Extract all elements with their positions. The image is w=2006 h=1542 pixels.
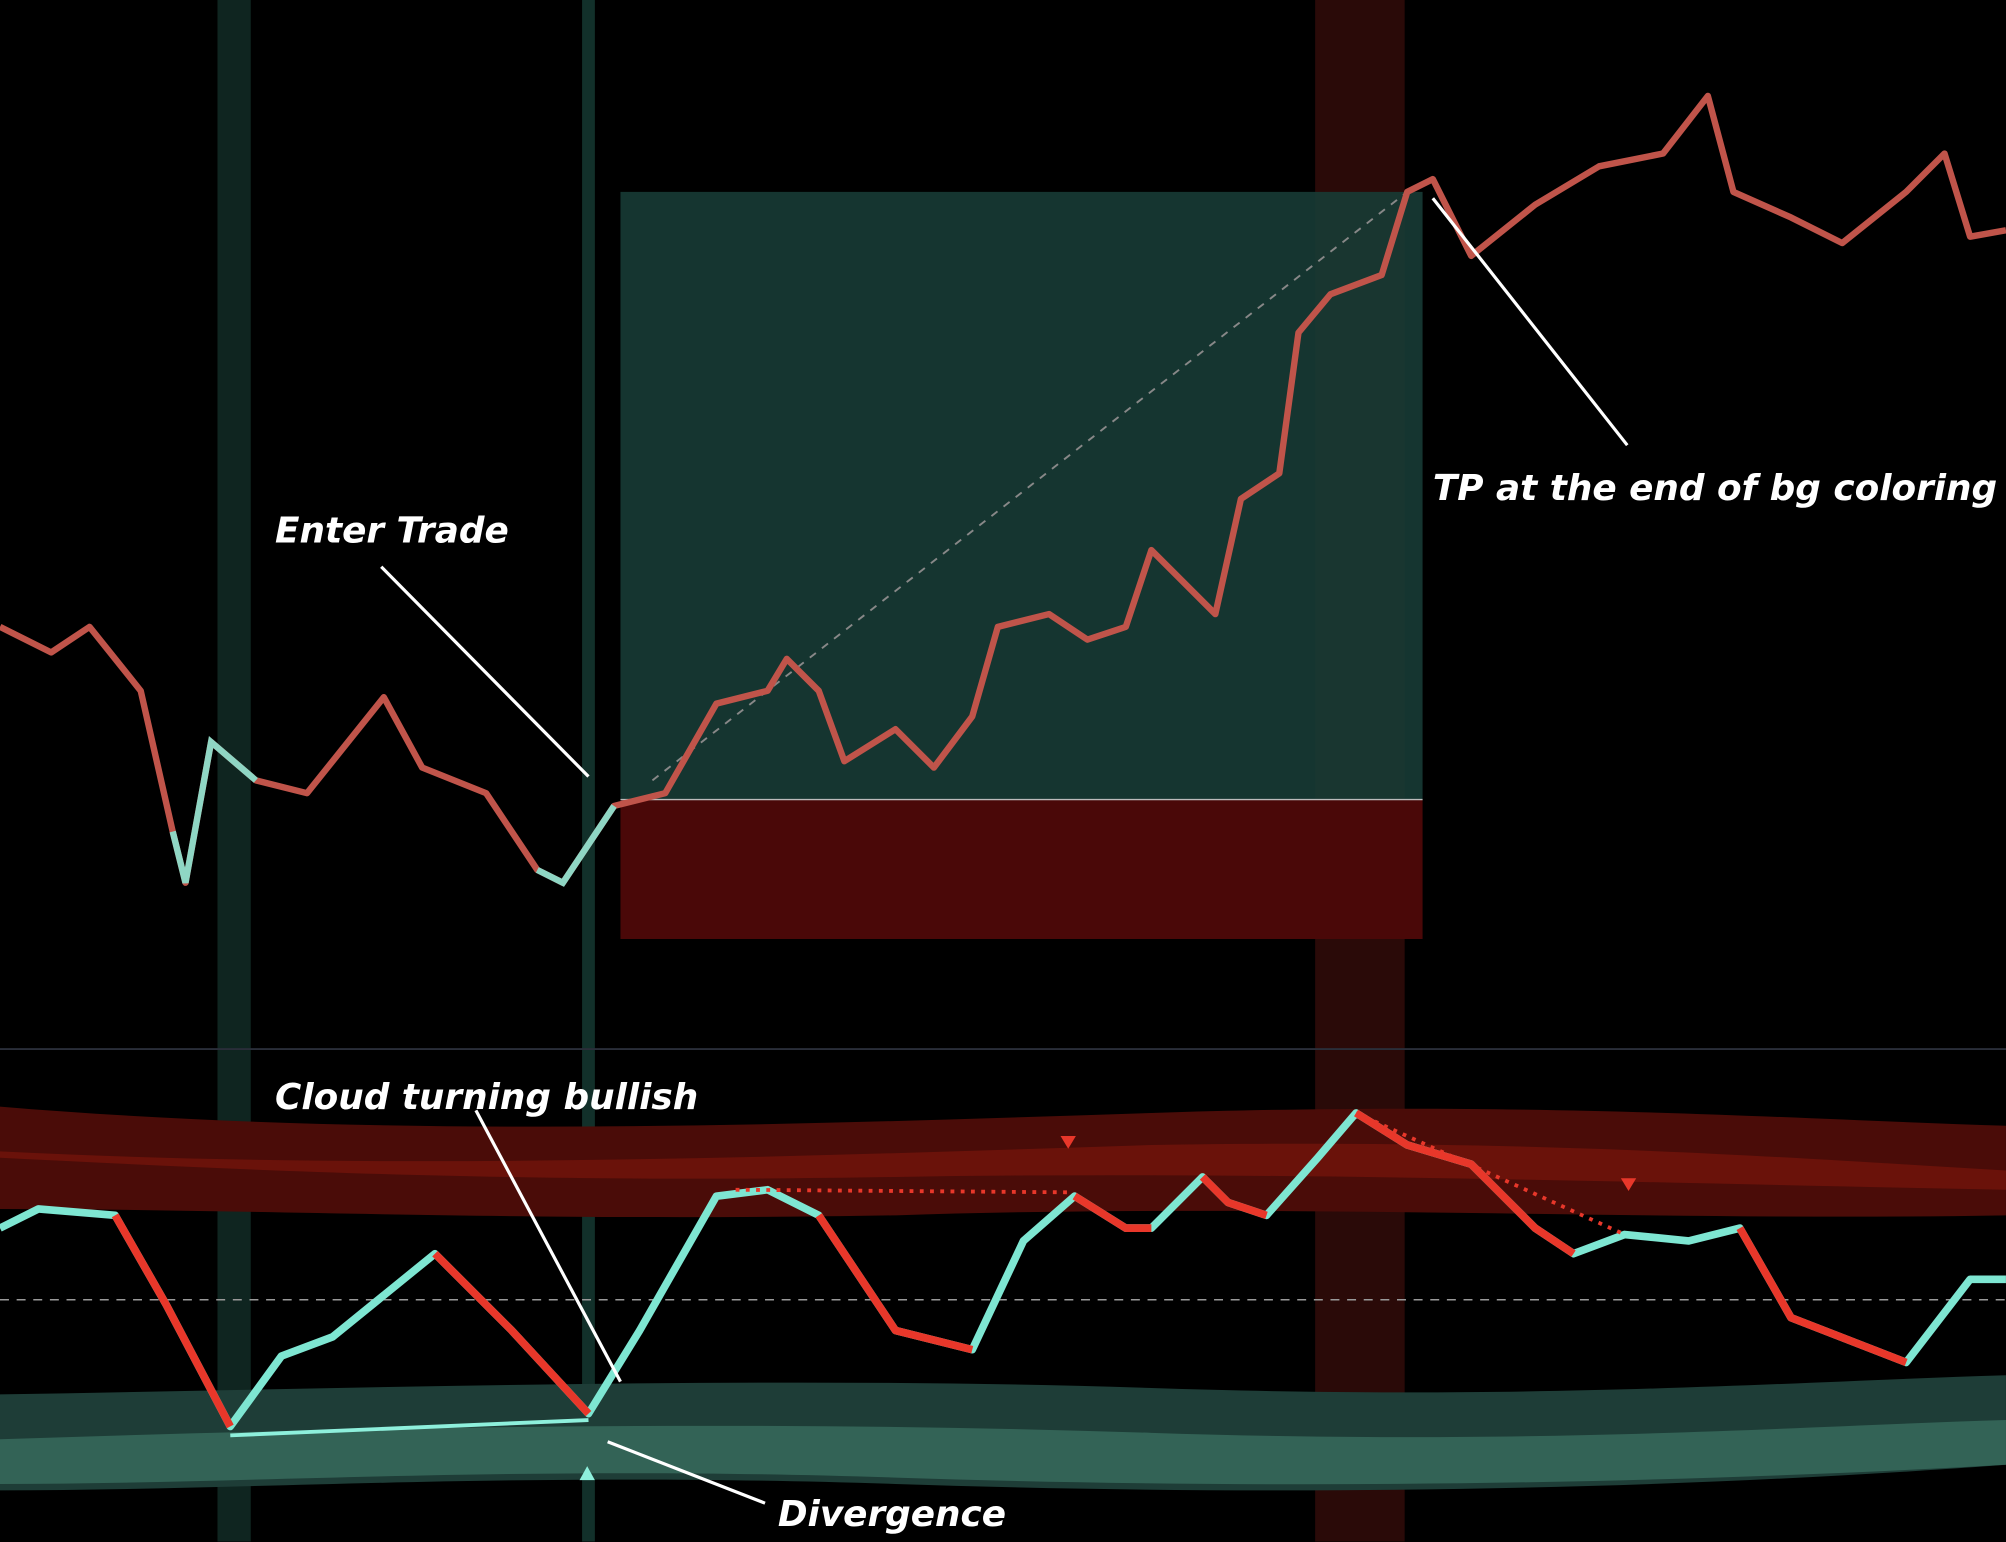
trade-path	[651, 191, 1408, 782]
divergence-line	[230, 1418, 589, 1438]
oscillator-bearish	[111, 1109, 1908, 1429]
price-line-bullish	[169, 735, 258, 884]
annotation: Enter Trade	[275, 510, 509, 551]
annotation: Divergence	[778, 1494, 1006, 1535]
annotation: TP at the end of bg coloring	[1433, 468, 1997, 509]
bull-signal	[579, 1466, 595, 1481]
bear-signal	[1060, 1136, 1076, 1149]
price-line	[0, 92, 2006, 886]
profit-zone	[620, 191, 1423, 800]
bear-signal	[1620, 1178, 1637, 1192]
annotation: Cloud turning bullish	[275, 1077, 698, 1118]
bear-cloud-inner	[0, 1143, 2006, 1190]
pointer-lines	[380, 197, 1629, 1505]
loss-zone	[620, 799, 1423, 940]
price-line-bullish	[535, 804, 617, 887]
bear-divergence	[735, 1187, 1069, 1195]
bull-cloud-inner	[0, 1420, 2006, 1485]
bear-divergence	[1355, 1111, 1626, 1237]
